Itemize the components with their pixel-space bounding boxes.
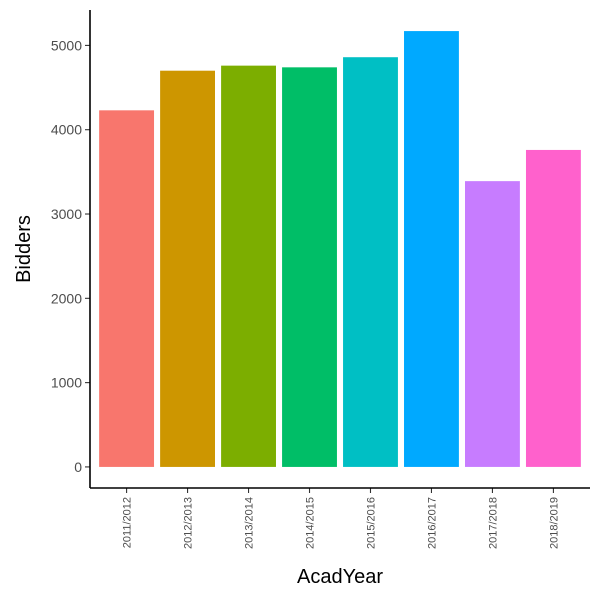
y-tick-label: 3000 bbox=[51, 206, 82, 222]
y-axis-title: Bidders bbox=[13, 215, 35, 283]
y-tick-label: 5000 bbox=[51, 37, 82, 53]
x-tick-label: 2012/2013 bbox=[183, 497, 195, 549]
bars-layer bbox=[99, 31, 581, 467]
x-tick-label: 2016/2017 bbox=[426, 497, 438, 549]
x-axis-title: AcadYear bbox=[297, 566, 383, 588]
y-axis-ticks: 0 1000 2000 3000 4000 5000 bbox=[51, 37, 90, 475]
x-tick-label: 2013/2014 bbox=[244, 497, 256, 549]
x-tick-label: 2015/2016 bbox=[365, 497, 377, 549]
y-tick-label: 0 bbox=[74, 459, 82, 475]
y-tick-label: 1000 bbox=[51, 375, 82, 391]
x-tick-label: 2011/2012 bbox=[122, 497, 134, 548]
x-axis-ticks: 2011/2012 2012/2013 2013/2014 2014/2015 2015… bbox=[122, 488, 560, 549]
x-tick-label: 2017/2018 bbox=[487, 497, 499, 549]
x-tick-label: 2018/2019 bbox=[548, 497, 560, 549]
x-tick-label: 2014/2015 bbox=[305, 497, 317, 549]
bar-2015-2016 bbox=[343, 57, 398, 467]
bar-2014-2015 bbox=[282, 67, 337, 467]
bar-2018-2019 bbox=[525, 149, 581, 467]
bar-2016-2017 bbox=[404, 31, 459, 467]
y-tick-label: 2000 bbox=[51, 290, 82, 306]
bar-2012-2013 bbox=[160, 70, 215, 467]
bar-2017-2018 bbox=[465, 181, 520, 467]
y-tick-label: 4000 bbox=[51, 122, 82, 138]
bar-2011-2012 bbox=[99, 110, 155, 467]
bar-2013-2014 bbox=[221, 65, 276, 467]
